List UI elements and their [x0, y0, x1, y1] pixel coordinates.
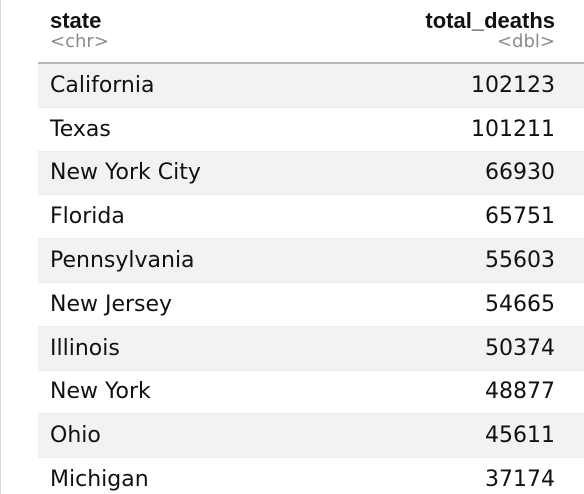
- cell-state: New York City: [38, 151, 404, 196]
- cell-total-deaths: 50374: [404, 326, 584, 371]
- column-name: total_deaths: [425, 8, 555, 33]
- table-body: California 102123 Texas 101211 New York …: [38, 63, 584, 494]
- cell-state: Florida: [38, 194, 404, 240]
- cell-state: Pennsylvania: [38, 238, 404, 283]
- cell-total-deaths: 54665: [404, 282, 584, 327]
- cell-total-deaths: 45611: [404, 413, 584, 459]
- table-row: California 102123: [38, 63, 584, 108]
- column-type: <dbl>: [496, 31, 555, 52]
- table-row: Illinois 50374: [38, 326, 584, 371]
- table-row: New York 48877: [38, 370, 584, 415]
- column-type: <chr>: [50, 31, 109, 52]
- cell-total-deaths: 48877: [404, 370, 584, 415]
- cell-state: New York: [38, 370, 404, 415]
- column-name: state: [50, 8, 102, 33]
- cell-total-deaths: 101211: [404, 107, 584, 152]
- cell-total-deaths: 37174: [404, 457, 584, 494]
- table-row: Michigan 37174: [38, 457, 584, 494]
- panel-left-border: [0, 0, 1, 494]
- cell-total-deaths: 65751: [404, 194, 584, 240]
- cell-state: Michigan: [38, 457, 404, 494]
- cell-state: California: [38, 63, 404, 108]
- table-row: Texas 101211: [38, 107, 584, 152]
- data-table: state <chr> total_deaths <dbl> Californi…: [38, 0, 584, 494]
- table-row: New Jersey 54665: [38, 282, 584, 327]
- cell-state: Texas: [38, 107, 404, 152]
- cell-state: Ohio: [38, 413, 404, 459]
- cell-state: Illinois: [38, 326, 404, 371]
- cell-total-deaths: 102123: [404, 63, 584, 108]
- header-row: state <chr> total_deaths <dbl>: [38, 0, 584, 64]
- cell-total-deaths: 55603: [404, 238, 584, 283]
- table-row: Ohio 45611: [38, 413, 584, 459]
- table-row: New York City 66930: [38, 151, 584, 196]
- column-header-state[interactable]: state <chr>: [38, 0, 404, 64]
- table-row: Pennsylvania 55603: [38, 238, 584, 283]
- cell-total-deaths: 66930: [404, 151, 584, 196]
- data-table-container: state <chr> total_deaths <dbl> Californi…: [38, 0, 584, 494]
- cell-state: New Jersey: [38, 282, 404, 327]
- table-header: state <chr> total_deaths <dbl>: [38, 0, 584, 64]
- column-header-total-deaths[interactable]: total_deaths <dbl>: [404, 0, 584, 64]
- table-row: Florida 65751: [38, 194, 584, 240]
